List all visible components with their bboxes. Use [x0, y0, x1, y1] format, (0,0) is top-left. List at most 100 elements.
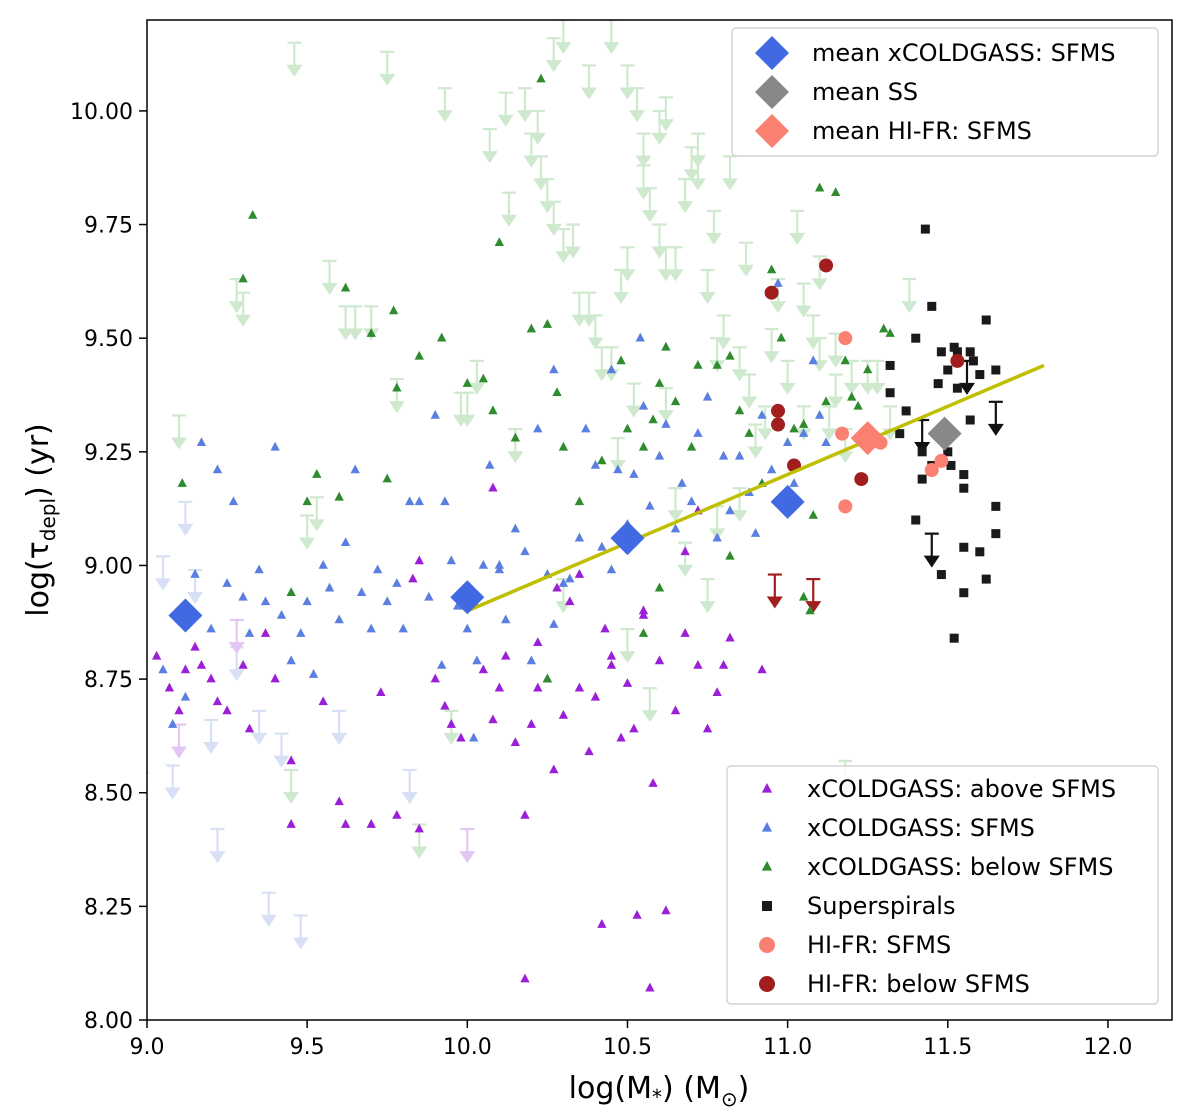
upper-limit-arrow [529, 109, 546, 145]
data-point [228, 496, 239, 506]
data-point [645, 500, 655, 510]
series-xcoldgass-above-sfms [151, 482, 767, 992]
upper-limit-arrow [209, 827, 226, 864]
data-point [296, 628, 306, 637]
x-tick-label: 11.0 [763, 1035, 812, 1060]
data-point [372, 564, 383, 574]
data-point [270, 673, 280, 683]
data-point [766, 264, 777, 274]
upper-limit-arrow [603, 346, 620, 382]
data-point [244, 723, 255, 733]
series-mean-hi-fr-sfms [850, 421, 885, 456]
data-point [462, 378, 472, 387]
upper-limit-arrow [337, 305, 354, 341]
legend-entry: Superspirals [762, 892, 955, 920]
x-tick-label: 10.0 [443, 1035, 492, 1060]
data-point [453, 600, 463, 610]
data-point [446, 555, 456, 565]
upper-limit-arrow [565, 223, 582, 259]
upper-limit-arrow [164, 764, 181, 800]
upper-limit-arrow [283, 768, 300, 804]
data-point [917, 474, 927, 484]
legend-label: HI-FR: SFMS [807, 931, 951, 959]
series-superspirals [885, 224, 1001, 643]
data-point [318, 559, 328, 569]
data-point [686, 496, 697, 506]
data-point [542, 319, 553, 328]
data-point [830, 187, 841, 197]
data-point [388, 305, 399, 315]
data-point [574, 569, 585, 578]
data-point [392, 809, 402, 819]
upper-limit-arrow [737, 241, 754, 277]
data-point [629, 723, 639, 733]
upper-limit-arrow [581, 64, 598, 100]
data-point [946, 460, 956, 470]
upper-limit-arrow [545, 37, 562, 73]
data-point [510, 432, 521, 442]
y-tick-label: 8.50 [84, 782, 133, 807]
upper-limit-arrow [603, 20, 620, 54]
data-point [712, 359, 722, 369]
data-point [190, 641, 200, 651]
legend-bottom: xCOLDGASS: above SFMS xCOLDGASS: SFMS xCOL… [726, 765, 1159, 1005]
data-point [334, 614, 344, 624]
legend-label: xCOLDGASS: above SFMS [807, 775, 1116, 803]
data-point [968, 356, 978, 366]
data-point [552, 387, 562, 397]
data-point [771, 403, 786, 418]
upper-limit-arrow [741, 373, 758, 409]
data-point [286, 587, 296, 597]
data-point [670, 705, 681, 715]
data-point [943, 365, 953, 375]
upper-limit-arrow [901, 277, 918, 314]
data-point [744, 428, 754, 437]
data-point [917, 447, 927, 457]
data-point [838, 331, 853, 346]
data-point [819, 258, 834, 273]
data-point [600, 623, 610, 633]
data-point [494, 559, 505, 569]
data-point [693, 659, 703, 669]
data-point [645, 982, 655, 992]
legend-label: HI-FR: below SFMS [807, 970, 1030, 998]
data-point [542, 673, 553, 683]
y-tick-label: 8.00 [84, 1009, 133, 1034]
upper-limit-arrow [459, 827, 476, 864]
data-point [959, 588, 969, 598]
data-point [167, 719, 178, 728]
y-tick-label: 9.25 [84, 441, 133, 466]
upper-limit-arrow [641, 687, 658, 723]
data-point [712, 532, 722, 542]
data-point [430, 673, 440, 683]
data-point [773, 278, 783, 287]
data-point [340, 282, 351, 292]
plot-frame [146, 19, 1173, 1021]
upper-limit-arrow [401, 768, 418, 804]
data-point [286, 655, 296, 665]
legend-bottom-box [726, 765, 1159, 1005]
upper-limit-arrow [657, 387, 674, 423]
data-point [238, 273, 248, 283]
data-point [638, 441, 649, 451]
data-point [991, 501, 1001, 511]
upper-limit-arrow [468, 359, 485, 395]
data-point [238, 591, 248, 601]
data-point [911, 333, 921, 343]
x-tick-label: 11.5 [923, 1035, 972, 1060]
data-point [638, 628, 649, 637]
upper-limit-arrow [641, 187, 658, 223]
data-point [959, 470, 969, 480]
legend-marker [759, 976, 775, 992]
upper-limit-arrow [545, 200, 562, 236]
data-point [606, 364, 617, 374]
data-point [702, 723, 713, 733]
data-point [558, 578, 569, 587]
data-point [472, 655, 482, 665]
upper-limit-arrow [500, 191, 517, 227]
data-point [276, 609, 287, 619]
data-point [510, 737, 521, 747]
upper-limit-arrow [763, 327, 780, 364]
data-point [366, 819, 376, 828]
